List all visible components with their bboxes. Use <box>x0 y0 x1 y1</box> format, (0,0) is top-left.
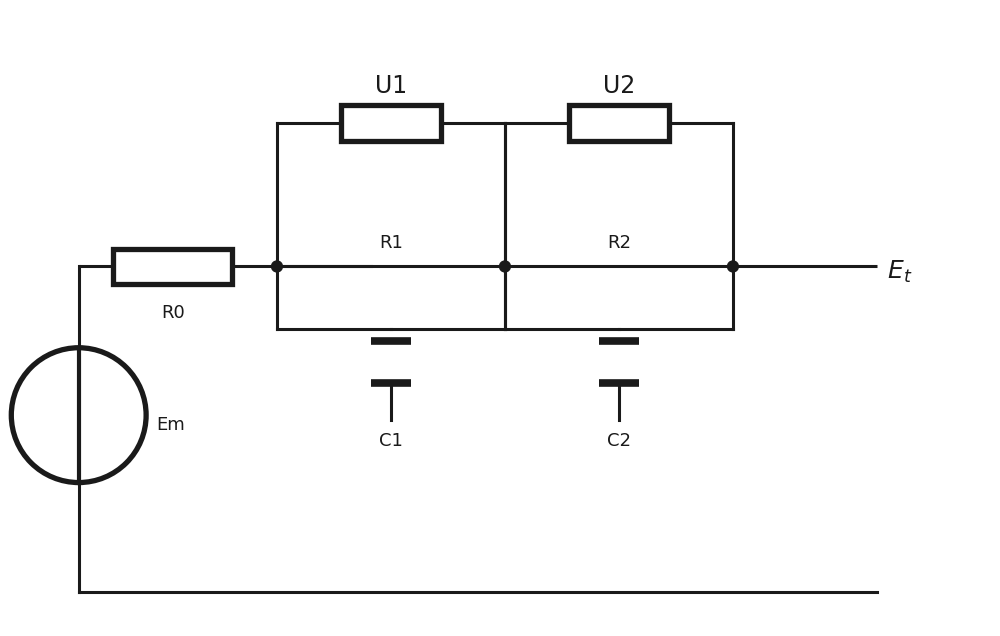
Text: R1: R1 <box>379 233 403 252</box>
Text: U2: U2 <box>603 74 635 98</box>
FancyBboxPatch shape <box>113 249 232 284</box>
FancyBboxPatch shape <box>569 105 669 141</box>
Text: C1: C1 <box>379 432 403 450</box>
Circle shape <box>272 261 282 272</box>
Text: Em: Em <box>156 416 185 434</box>
Text: R2: R2 <box>607 233 631 252</box>
Text: U1: U1 <box>375 74 407 98</box>
Circle shape <box>727 261 738 272</box>
Text: E$_t$: E$_t$ <box>887 258 912 284</box>
Text: R0: R0 <box>161 304 185 322</box>
Text: C2: C2 <box>607 432 631 450</box>
FancyBboxPatch shape <box>341 105 441 141</box>
Circle shape <box>500 261 510 272</box>
